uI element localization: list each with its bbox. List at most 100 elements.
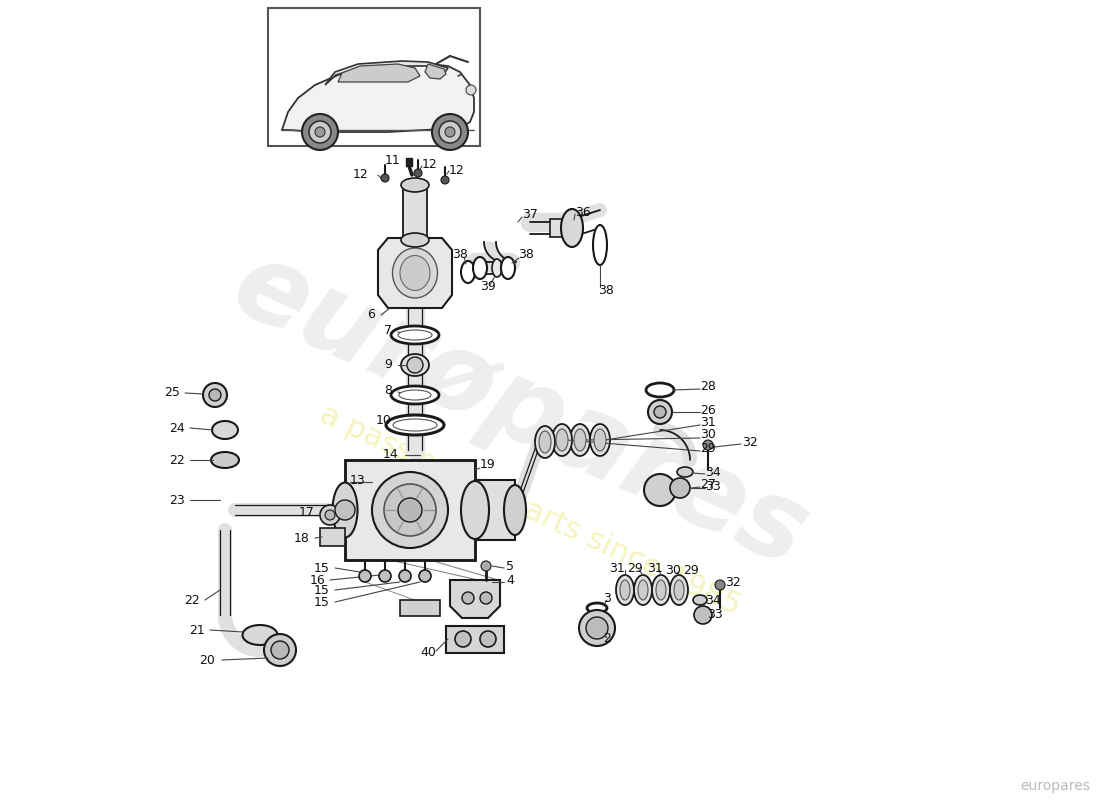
Bar <box>406 158 412 166</box>
Polygon shape <box>282 64 474 132</box>
Text: 15: 15 <box>315 595 330 609</box>
Text: 22: 22 <box>185 594 200 606</box>
Ellipse shape <box>500 257 515 279</box>
Text: 9: 9 <box>384 358 392 371</box>
Text: 10: 10 <box>376 414 392 426</box>
Polygon shape <box>338 64 420 82</box>
Circle shape <box>204 383 227 407</box>
Text: 27: 27 <box>700 478 716 491</box>
Ellipse shape <box>561 209 583 247</box>
Circle shape <box>398 498 422 522</box>
Bar <box>345 460 475 560</box>
Text: 7: 7 <box>384 323 392 337</box>
Text: 38: 38 <box>452 249 468 262</box>
Text: 15: 15 <box>315 562 330 574</box>
Ellipse shape <box>593 225 607 265</box>
Text: 33: 33 <box>705 479 720 493</box>
Ellipse shape <box>402 354 429 376</box>
Circle shape <box>462 592 474 604</box>
Circle shape <box>209 389 221 401</box>
Ellipse shape <box>594 429 606 451</box>
Circle shape <box>264 634 296 666</box>
Text: 38: 38 <box>598 283 614 297</box>
Circle shape <box>455 631 471 647</box>
Text: 22: 22 <box>169 454 185 466</box>
Text: 28: 28 <box>700 381 716 394</box>
Circle shape <box>480 631 496 647</box>
Bar <box>268 8 480 146</box>
Circle shape <box>271 641 289 659</box>
Circle shape <box>481 561 491 571</box>
Circle shape <box>419 570 431 582</box>
Circle shape <box>644 474 676 506</box>
Circle shape <box>439 121 461 143</box>
Text: 24: 24 <box>169 422 185 434</box>
Text: 15: 15 <box>315 583 330 597</box>
Circle shape <box>381 174 389 182</box>
Circle shape <box>384 484 436 536</box>
Text: 31: 31 <box>700 415 716 429</box>
Ellipse shape <box>390 326 439 344</box>
Ellipse shape <box>676 467 693 477</box>
Text: 14: 14 <box>383 449 398 462</box>
Text: 26: 26 <box>700 403 716 417</box>
Ellipse shape <box>400 255 430 290</box>
Circle shape <box>315 127 324 137</box>
Text: 31: 31 <box>609 562 625 574</box>
Ellipse shape <box>652 575 670 605</box>
Text: 6: 6 <box>367 309 375 322</box>
Text: 34: 34 <box>705 594 720 606</box>
Text: 40: 40 <box>420 646 436 659</box>
Polygon shape <box>425 64 446 79</box>
Text: 29: 29 <box>627 562 642 574</box>
Text: 8: 8 <box>384 383 392 397</box>
Ellipse shape <box>461 261 475 283</box>
Circle shape <box>302 114 338 150</box>
Circle shape <box>336 500 355 520</box>
Ellipse shape <box>461 481 490 539</box>
Text: 18: 18 <box>294 531 310 545</box>
Text: 34: 34 <box>705 466 720 478</box>
Ellipse shape <box>539 431 551 453</box>
Ellipse shape <box>656 580 666 600</box>
Circle shape <box>480 592 492 604</box>
Ellipse shape <box>587 603 607 613</box>
Circle shape <box>379 570 390 582</box>
Bar <box>475 480 515 540</box>
Text: 30: 30 <box>666 563 681 577</box>
Text: 13: 13 <box>350 474 365 486</box>
Circle shape <box>372 472 448 548</box>
Circle shape <box>407 357 424 373</box>
Ellipse shape <box>399 390 431 400</box>
Ellipse shape <box>212 421 238 439</box>
Text: 17: 17 <box>299 506 315 518</box>
Text: 21: 21 <box>189 623 205 637</box>
Ellipse shape <box>556 429 568 451</box>
Ellipse shape <box>402 178 429 192</box>
Text: 4: 4 <box>506 574 514 586</box>
Text: 11: 11 <box>384 154 400 166</box>
Ellipse shape <box>574 429 586 451</box>
Ellipse shape <box>570 424 590 456</box>
Ellipse shape <box>670 575 688 605</box>
Circle shape <box>414 169 422 177</box>
Ellipse shape <box>390 386 439 404</box>
Ellipse shape <box>492 259 502 277</box>
Circle shape <box>432 114 468 150</box>
Text: 38: 38 <box>518 249 534 262</box>
Ellipse shape <box>386 415 444 435</box>
Circle shape <box>309 121 331 143</box>
Ellipse shape <box>674 580 684 600</box>
Circle shape <box>466 85 476 95</box>
Circle shape <box>324 510 336 520</box>
Text: 36: 36 <box>575 206 591 218</box>
Text: 33: 33 <box>707 609 723 622</box>
Text: 32: 32 <box>725 575 740 589</box>
Circle shape <box>648 400 672 424</box>
Circle shape <box>359 570 371 582</box>
Text: 2: 2 <box>603 631 611 645</box>
Ellipse shape <box>646 383 674 397</box>
Text: 29: 29 <box>700 442 716 454</box>
Text: 39: 39 <box>480 281 496 294</box>
Text: a passion for parts since 1985: a passion for parts since 1985 <box>315 399 745 621</box>
